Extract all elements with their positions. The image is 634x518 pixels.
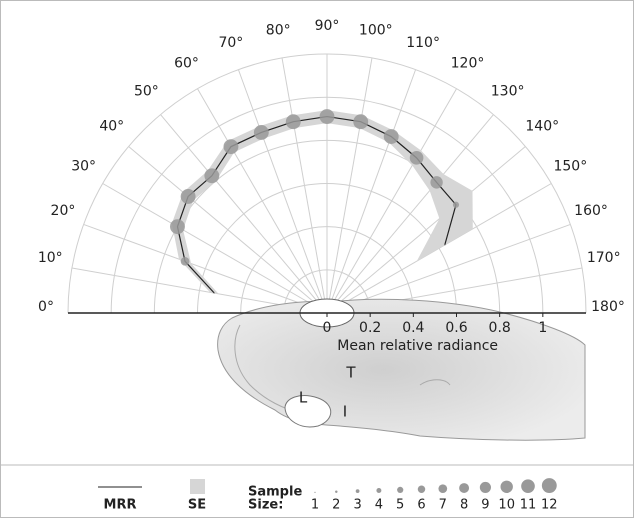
r-tick-label: 0.2 [359,320,381,336]
sample-marker [170,219,185,235]
legend-size-marker [479,481,491,494]
sample-marker [180,256,190,266]
grid-spoke [326,114,494,314]
angle-label: 50° [134,84,159,100]
r-tick-label: 0 [323,320,332,336]
legend-size-label: 6 [417,498,425,513]
legend-band [190,479,205,494]
annotation: T [345,364,356,382]
r-tick-label: 0.8 [489,320,511,336]
grid-spoke [326,57,373,314]
legend-size-marker [541,478,557,493]
sample-marker [319,109,335,125]
legend-size-label: 3 [353,498,361,513]
sample-marker [223,139,239,155]
grid-spoke [128,146,328,314]
mrr-line [176,115,457,294]
angle-label: 150° [553,159,587,175]
sample-marker [213,292,215,294]
sample-marker [180,189,196,204]
legend-size-marker [355,489,360,494]
annotation: L [299,389,308,407]
grid [67,53,587,314]
legend-size-label: 4 [375,498,383,513]
angle-label: 130° [491,84,525,100]
legend-size-label: 7 [439,498,447,513]
grid-spoke [83,223,328,314]
legend-size-marker [500,480,513,493]
grid-spoke [326,223,571,314]
grid-spoke [197,88,328,314]
sample-marker [253,125,269,140]
r-tick-label: 1 [538,320,547,336]
legend-size-label: 11 [520,498,537,513]
r-tick-label: 0.6 [445,320,467,336]
angle-label: 160° [574,203,608,219]
grid-spoke [326,146,526,314]
legend-size-label: 5 [396,498,404,513]
sample-marker [444,244,446,246]
legend-label: SE [188,498,206,513]
angle-label: 20° [51,203,76,219]
angle-label: 80° [266,22,291,38]
legend-size-marker [459,483,470,494]
grid-spoke [326,88,457,314]
legend-size-marker [314,491,316,493]
legend-size-label: 10 [498,498,515,513]
angle-label: 110° [406,35,440,51]
legend-size-marker [521,479,535,493]
angle-label: 140° [525,118,559,134]
angle-label: 170° [587,250,621,266]
legend-size-label: 2 [332,498,340,513]
angle-label: 0° [38,299,54,315]
legend-size-marker [417,485,426,493]
legend-label: MRR [104,498,137,513]
legend-size-marker [335,490,338,494]
angle-label: 60° [174,56,199,72]
legend-title: Sample [248,485,302,500]
angle-label: 10° [38,250,63,266]
angle-label: 90° [315,18,340,34]
legend-title: Size: [248,498,283,513]
sample-marker [353,114,369,130]
sample-marker [409,151,424,165]
angle-label: 70° [218,35,243,51]
legend-size-marker [438,484,448,493]
legend-size-label: 1 [311,498,319,513]
r-tick-label: 0.4 [402,320,424,336]
sample-marker [383,129,399,144]
legend-size-marker [376,488,382,493]
angle-label: 120° [451,56,485,72]
angle-label: 40° [99,118,124,134]
sample-marker [285,114,301,130]
legend-size-marker [397,486,404,493]
grid-spoke [281,57,328,314]
annotation: I [343,403,347,421]
grid-spoke [326,69,417,314]
angle-label: 30° [71,159,96,175]
sample-marker [430,176,443,189]
sample-marker [452,201,460,208]
legend-size-label: 12 [541,498,558,513]
sample-marker [204,168,220,184]
grid-spoke [237,69,328,314]
legend-size-label: 9 [481,498,489,513]
x-axis-label: Mean relative radiance [337,338,498,354]
angle-label: 180° [591,299,625,315]
grid-spoke [102,183,328,314]
grid-spoke [160,114,328,314]
angle-label: 100° [359,22,393,38]
legend-size-label: 8 [460,498,468,513]
